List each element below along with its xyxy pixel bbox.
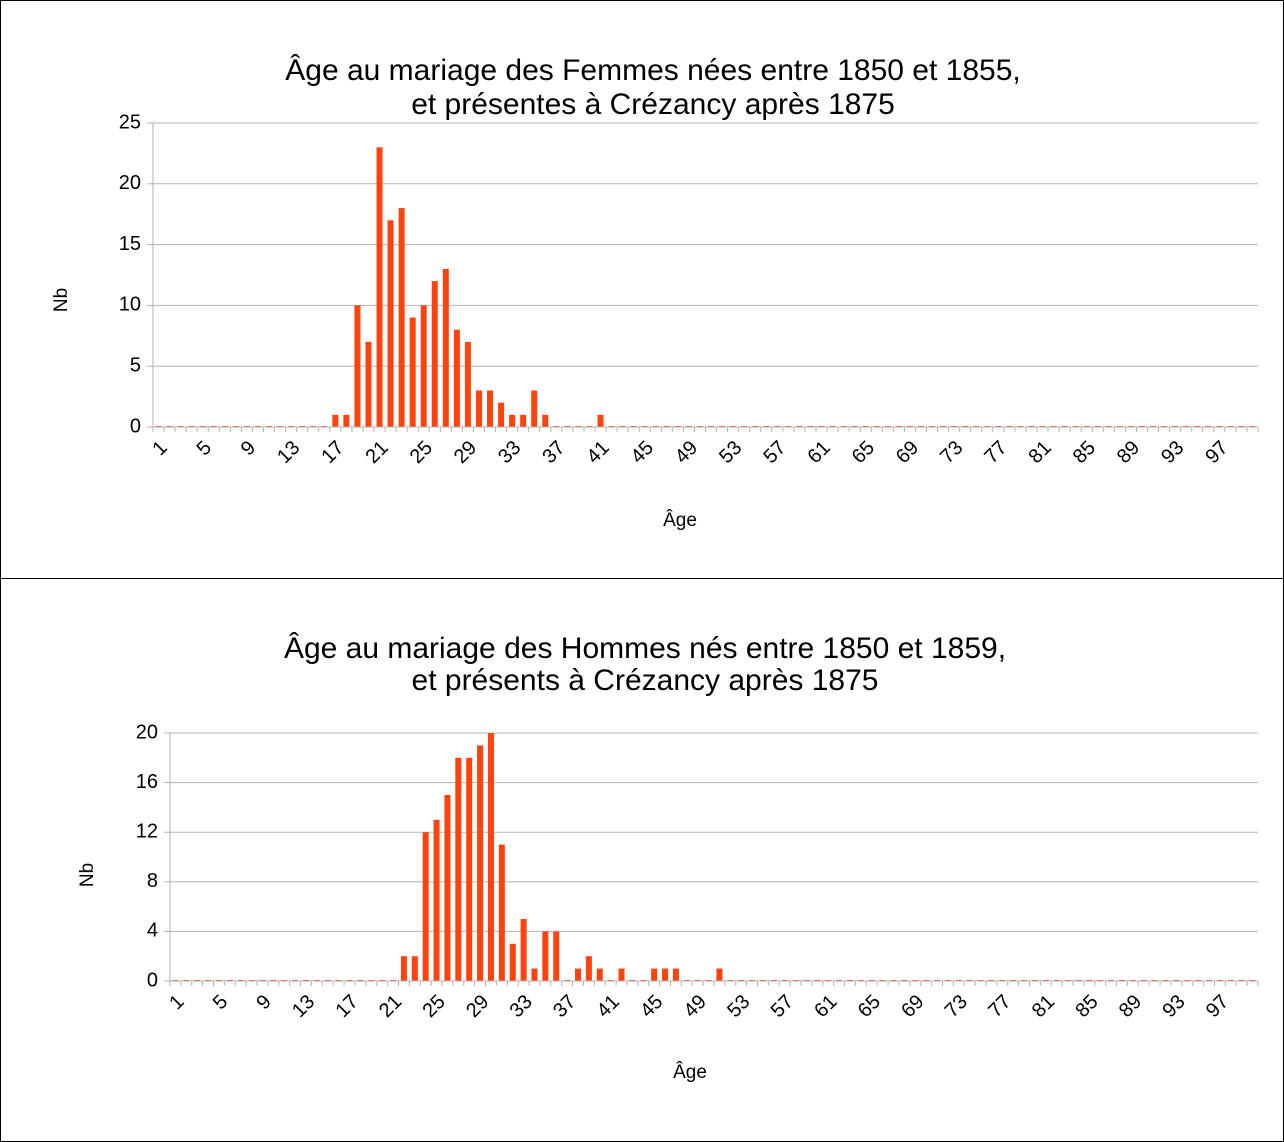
y-tick-label: 20 (136, 721, 158, 743)
bar (651, 968, 658, 981)
y-tick-label: 10 (119, 294, 141, 316)
bar (411, 956, 418, 981)
bar (542, 931, 549, 981)
bar (464, 341, 471, 427)
bar (509, 943, 516, 981)
y-tick-label: 4 (147, 920, 158, 942)
chart-title: Âge au mariage des Hommes nés entre 1850… (284, 632, 1006, 665)
bar (531, 968, 538, 981)
bar (343, 414, 350, 427)
y-tick-label: 5 (130, 354, 141, 376)
bar (422, 832, 429, 981)
bar (596, 968, 603, 981)
x-axis-title: Âge (663, 509, 697, 531)
bar (409, 317, 416, 427)
bar (453, 329, 460, 427)
y-tick-label: 8 (147, 870, 158, 892)
bar (433, 819, 440, 981)
bar (431, 281, 438, 427)
bar (575, 968, 581, 981)
chart-title: Âge au mariage des Femmes nées entre 185… (285, 54, 1020, 87)
bar (466, 757, 473, 981)
bar (716, 968, 723, 981)
bar (420, 305, 427, 427)
bar (672, 968, 679, 981)
bar (542, 414, 549, 427)
bar (365, 341, 372, 427)
bar (585, 956, 592, 981)
bar (332, 414, 339, 427)
y-tick-label: 0 (130, 415, 141, 437)
bar (553, 931, 560, 981)
bar (400, 956, 407, 981)
bar (487, 390, 494, 427)
bar (354, 305, 361, 427)
bar (498, 844, 505, 981)
bar (531, 390, 538, 427)
bar (662, 968, 669, 981)
bar (442, 268, 449, 427)
bar (444, 795, 451, 981)
bar (376, 147, 383, 427)
bar (477, 745, 484, 981)
bar (520, 919, 527, 981)
y-tick-label: 15 (119, 233, 141, 255)
y-axis-title: Nb (77, 863, 98, 887)
y-axis-title: Nb (51, 288, 72, 312)
chart-title: et présentes à Crézancy après 1875 (411, 88, 895, 121)
bar (487, 733, 494, 981)
bar (597, 414, 604, 427)
bar (475, 390, 482, 427)
y-tick-label: 0 (147, 969, 158, 991)
y-tick-label: 25 (119, 111, 141, 133)
bar (387, 220, 394, 427)
bar (520, 414, 527, 427)
x-axis-title: Âge (673, 1061, 707, 1083)
y-tick-label: 12 (136, 820, 158, 842)
bar (509, 414, 516, 427)
y-tick-label: 20 (119, 172, 141, 194)
chart-title: et présents à Crézancy après 1875 (412, 664, 879, 697)
y-tick-label: 16 (136, 771, 158, 793)
bar (455, 757, 462, 981)
bar (618, 968, 625, 981)
bar (398, 208, 405, 427)
bar (498, 402, 505, 427)
